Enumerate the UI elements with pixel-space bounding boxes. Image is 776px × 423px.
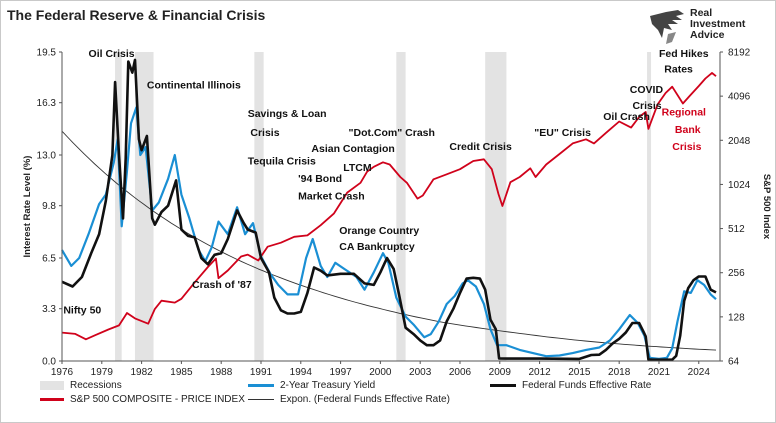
chart-annotation: Orange Country [339,225,419,237]
x-tick-label: 1979 [91,367,114,378]
logo-text: Real Investment Advice [690,8,745,41]
y-right-tick-label: 4096 [728,92,751,103]
y-right-tick-label: 2048 [728,136,751,147]
chart-annotation: '94 Bond [298,173,342,185]
y-left-tick-label: 9.8 [42,201,56,212]
x-tick-label: 2018 [608,367,631,378]
chart-annotation: Rates [664,64,693,76]
x-tick-label: 1976 [51,367,74,378]
y-left-axis-title: Interest Rate Level (%) [22,156,33,258]
x-tick-label: 2000 [369,367,392,378]
legend-label: Federal Funds Effective Rate [522,380,652,391]
chart-annotation: Crisis [632,100,661,112]
x-tick-label: 1982 [130,367,153,378]
recession-band [254,52,264,361]
legend-swatch [248,384,274,387]
x-tick-label: 2021 [648,367,671,378]
chart-plot: 0.0 3.3 6.5 9.8 13.0 16.3 19.5 64 128 256 512 1024 2… [22,48,772,379]
brand-logo: Real Investment Advice [648,8,772,48]
chart-annotation-red: Crisis [672,141,701,153]
x-tick-label: 1985 [170,367,193,378]
chart-annotation: COVID [630,84,664,96]
chart-annotation: Continental Illinois [147,79,241,91]
chart-annotation-red: Bank [675,124,701,136]
recession-band [115,52,122,361]
y-right-tick-label: 512 [728,224,745,235]
y-left-tick-label: 13.0 [37,151,57,162]
y-left-tick-label: 0.0 [42,357,56,368]
sp500-line [61,72,717,341]
chart-annotation: Tequila Crisis [248,156,316,168]
y-right-tick-label: 128 [728,312,745,323]
logo-line: Advice [690,29,725,41]
chart-annotation: Fed Hikes [659,48,709,60]
legend-label: Recessions [70,380,122,391]
chart-annotation: CA Bankruptcy [339,241,415,253]
legend-item-sp500: S&P 500 COMPOSITE - PRICE INDEX [40,394,245,405]
logo-line: Real [690,7,713,19]
recession-bands [115,52,652,361]
series-lines [61,58,717,361]
fedfunds-line [61,58,717,361]
recession-band [396,52,406,361]
chart-title: The Federal Reserve & Financial Crisis [7,7,266,23]
x-tick-label: 2015 [568,367,591,378]
x-tick-label: 2006 [449,367,472,378]
legend-swatch [248,399,274,400]
legend-swatch [40,398,64,401]
legend-label: Expon. (Federal Funds Effective Rate) [280,394,450,405]
chart-annotation: Market Crash [298,190,365,202]
chart-annotation: Oil Crash [603,111,650,123]
x-tick-label: 1997 [329,367,352,378]
x-tick-label: 2024 [688,367,711,378]
x-tick-label: 2012 [528,367,551,378]
y-left-tick-label: 3.3 [42,304,56,315]
legend-item-recessions: Recessions [40,380,122,391]
chart-annotation: "EU" Crisis [534,127,591,139]
recession-band [485,52,507,361]
legend-swatch [40,381,64,390]
axes: 0.0 3.3 6.5 9.8 13.0 16.3 19.5 64 128 256 512 1024 2… [22,48,772,379]
legend-swatch [490,384,516,387]
chart-annotation: Crash of '87 [192,279,252,291]
legend-item-treasury: 2-Year Treasury Yield [248,380,375,391]
y-left-tick-label: 6.5 [42,254,56,265]
chart-annotation: LTCM [343,162,372,174]
legend-label: S&P 500 COMPOSITE - PRICE INDEX [70,394,245,405]
chart-annotation: Nifty 50 [63,304,101,316]
y-right-tick-label: 8192 [728,48,751,59]
legend-label: 2-Year Treasury Yield [280,380,376,391]
legend-item-expon: Expon. (Federal Funds Effective Rate) [248,394,450,405]
x-tick-label: 1991 [250,367,273,378]
x-tick-label: 1988 [210,367,233,378]
y-left-tick-label: 19.5 [37,48,57,59]
legend: Recessions 2-Year Treasury Yield Federal… [36,380,756,416]
chart-annotation: Credit Crisis [449,141,512,153]
chart-annotation-red: Regional [662,106,706,118]
x-tick-label: 2009 [489,367,512,378]
y-left-tick-label: 16.3 [37,98,57,109]
chart-annotation: Oil Crisis [89,48,135,60]
x-tick-label: 2003 [409,367,432,378]
y-right-tick-label: 256 [728,268,745,279]
logo-line: Investment [690,18,746,30]
recession-band [647,52,652,361]
chart-annotation: Savings & Loan [248,108,327,120]
y-right-tick-label: 64 [728,357,740,368]
x-tick-label: 1994 [290,367,313,378]
annotations: Oil Crisis Continental Illinois Savings & … [63,48,708,317]
chart-annotation: "Dot.Com" Crash [349,127,435,139]
chart-annotation: Asian Contagion [311,143,394,155]
y-right-tick-label: 1024 [728,180,751,191]
legend-item-fedfunds: Federal Funds Effective Rate [490,380,651,391]
y-right-axis-title: S&P 500 Index [761,174,772,240]
chart-annotation: Crisis [250,127,279,139]
eagle-icon [650,10,684,44]
